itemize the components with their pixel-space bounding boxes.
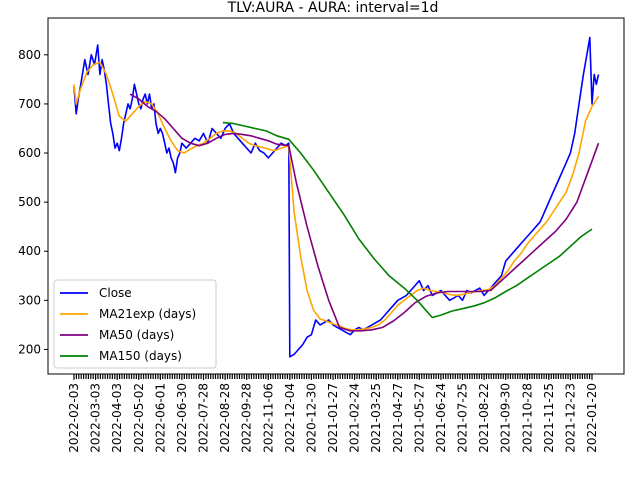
x-tick-label: 2021-11-25 bbox=[542, 383, 556, 453]
x-tick-label: 2022-08-28 bbox=[218, 383, 232, 453]
x-tick-label: 2021-06-24 bbox=[434, 383, 448, 453]
x-tick-label: 2022-07-28 bbox=[197, 383, 211, 453]
legend-label: MA21exp (days) bbox=[99, 307, 196, 321]
legend-label: Close bbox=[99, 286, 132, 300]
x-tick-label: 2022-03-03 bbox=[89, 383, 103, 453]
x-axis: 2022-02-03 2022-03-03 2022-04-03 2022-05-02… bbox=[67, 374, 599, 453]
x-tick-label: 2021-04-27 bbox=[391, 383, 405, 453]
legend-box bbox=[53, 279, 217, 369]
series-line-2 bbox=[129, 93, 600, 332]
x-tick-label: 2022-06-01 bbox=[153, 383, 167, 453]
x-tick-label: 2022-02-03 bbox=[67, 383, 81, 453]
x-tick-label: 2021-09-30 bbox=[499, 383, 513, 453]
x-tick-label: 2022-05-02 bbox=[132, 383, 146, 453]
x-tick-label: 2021-02-24 bbox=[348, 383, 362, 453]
x-tick-label: 2022-01-20 bbox=[585, 383, 599, 453]
series-lines bbox=[73, 36, 600, 358]
y-tick-label: 700 bbox=[18, 97, 41, 111]
x-tick-label: 2021-10-28 bbox=[520, 383, 534, 453]
x-tick-label: 2022-04-03 bbox=[110, 383, 124, 453]
y-tick-label: 600 bbox=[18, 146, 41, 160]
legend-label: MA50 (days) bbox=[99, 328, 174, 342]
y-tick-label: 300 bbox=[18, 293, 41, 307]
x-tick-label: 2022-11-06 bbox=[261, 383, 275, 453]
legend: Close MA21exp (days) MA50 (days) MA150 (day… bbox=[53, 279, 217, 369]
x-tick-label: 2021-07-25 bbox=[456, 383, 470, 453]
plot-frame bbox=[47, 17, 625, 375]
x-tick-label: 2021-05-27 bbox=[412, 383, 426, 453]
series-line-3 bbox=[222, 121, 593, 319]
y-tick-label: 800 bbox=[18, 48, 41, 62]
x-tick-label: 2020-12-30 bbox=[304, 383, 318, 453]
y-axis: 200 300 400 500 600 700 800 bbox=[18, 48, 48, 356]
y-tick-label: 400 bbox=[18, 244, 41, 258]
x-tick-label: 2021-01-27 bbox=[326, 383, 340, 453]
y-tick-label: 500 bbox=[18, 195, 41, 209]
x-tick-label: 2021-12-23 bbox=[563, 383, 577, 453]
x-tick-label: 2022-09-28 bbox=[240, 383, 254, 453]
legend-label: MA150 (days) bbox=[99, 349, 182, 363]
x-tick-label: 2022-12-04 bbox=[283, 383, 297, 453]
x-tick-label: 2021-08-22 bbox=[477, 383, 491, 453]
x-tick-label: 2021-03-25 bbox=[369, 383, 383, 453]
x-tick-label: 2022-06-30 bbox=[175, 383, 189, 453]
chart-title: TLV:AURA - AURA: interval=1d bbox=[227, 0, 439, 16]
series-line-0 bbox=[73, 36, 600, 358]
y-tick-label: 200 bbox=[18, 342, 41, 356]
